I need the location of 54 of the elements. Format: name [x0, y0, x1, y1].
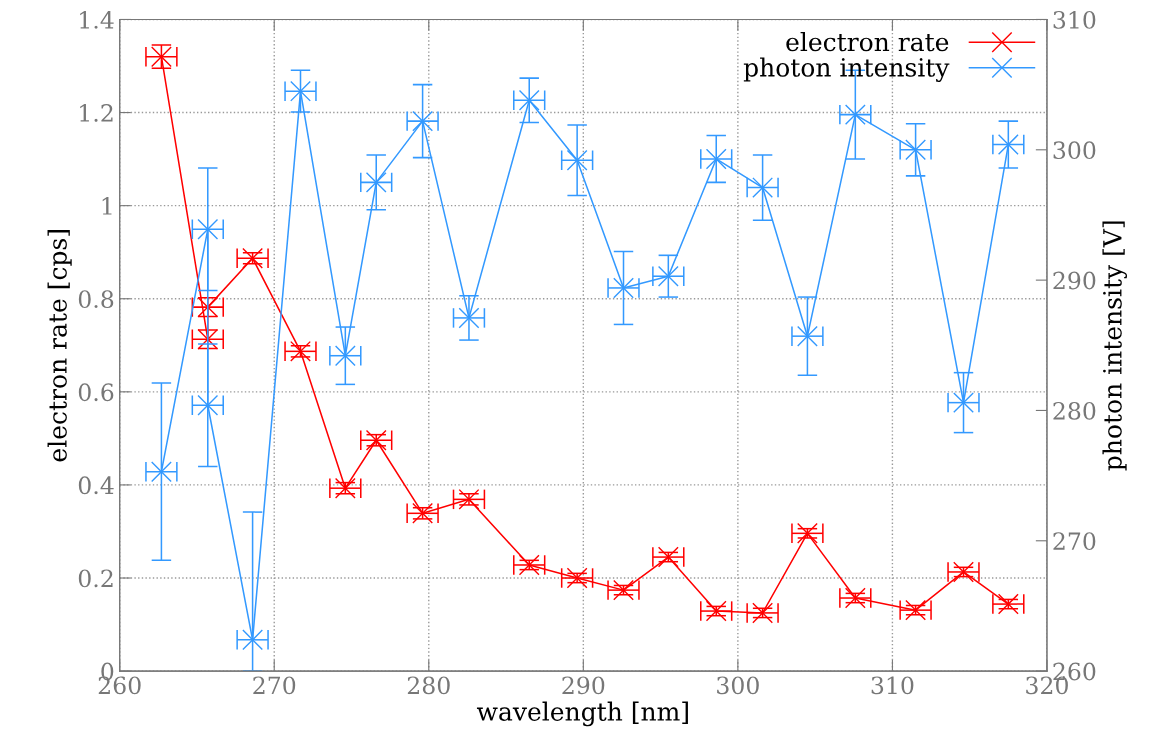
point: [905, 599, 927, 621]
point: [796, 325, 818, 347]
point: [613, 579, 634, 601]
point: [844, 587, 866, 609]
point: [705, 600, 727, 622]
point: [705, 148, 727, 170]
point: [905, 139, 927, 161]
y2-axis-title: photon intensity [V]: [1102, 221, 1127, 471]
x-tick-label: 300: [717, 676, 759, 695]
y-tick-label: 0.2: [78, 569, 113, 588]
point: [657, 265, 679, 287]
x-tick-label: 290: [562, 676, 605, 695]
x-tick-label: 280: [407, 676, 450, 695]
point: [844, 104, 866, 126]
point: [752, 602, 774, 624]
y2-tick-label: 310: [1053, 10, 1096, 29]
y-axis-title: electron rate [cps]: [47, 230, 72, 462]
point: [566, 567, 588, 589]
point: [365, 171, 387, 193]
point: [518, 89, 540, 111]
point: [953, 392, 974, 414]
y2-tick-label: 300: [1053, 141, 1096, 160]
y-tick-label: 0.4: [78, 476, 114, 495]
y2-tick-label: 280: [1053, 401, 1096, 420]
point: [197, 218, 219, 240]
point: [458, 307, 480, 329]
legend-label: electron rate: [786, 31, 949, 52]
point: [752, 177, 774, 199]
point: [518, 554, 540, 576]
point: [953, 561, 974, 583]
point: [997, 134, 1019, 156]
point: [412, 110, 434, 132]
y2-tick-label: 270: [1053, 532, 1096, 551]
point: [458, 488, 480, 510]
point: [290, 80, 311, 102]
legend-label: photon intensity: [743, 57, 950, 82]
x-axis-title: wavelength [nm]: [476, 701, 688, 727]
point: [796, 522, 818, 544]
y-tick-label: 1.2: [80, 104, 113, 122]
point: [197, 394, 219, 416]
point: [150, 461, 172, 483]
y2-tick-label: 290: [1053, 271, 1096, 290]
point: [334, 345, 356, 367]
y-tick-label: 1: [102, 197, 112, 215]
point: [657, 546, 679, 568]
point: [566, 149, 588, 171]
point: [613, 277, 634, 299]
y-tick-label: 1.4: [80, 10, 114, 29]
y-tick-label: 0.8: [78, 290, 114, 309]
x-tick-label: 310: [871, 676, 914, 695]
y-tick-label: 0.6: [78, 383, 114, 402]
x-tick-label: 270: [253, 676, 296, 695]
point: [242, 629, 264, 651]
point: [997, 593, 1019, 615]
